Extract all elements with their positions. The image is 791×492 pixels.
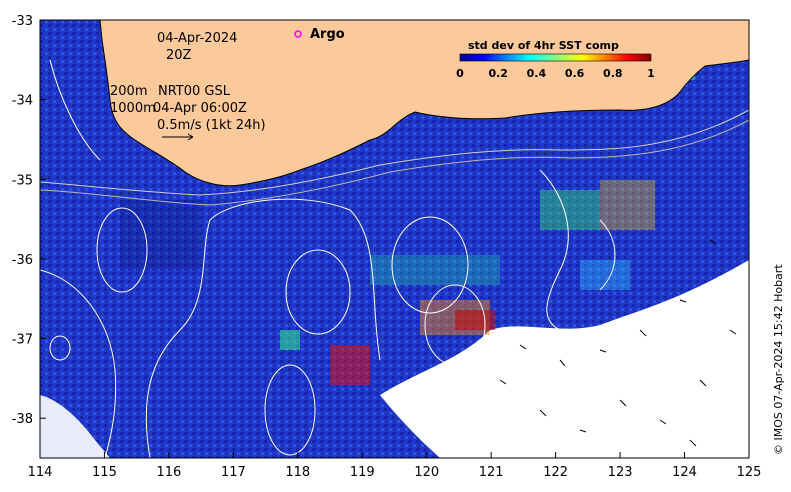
x-tick-label: 120 <box>414 465 439 480</box>
colorbar-ticks: 0 0.2 0.4 0.6 0.8 1 <box>456 67 655 80</box>
y-tick-label: -35 <box>12 173 33 188</box>
time-label: 20Z <box>166 48 192 63</box>
data-gap <box>380 260 749 458</box>
date-label: 04-Apr-2024 <box>157 31 237 46</box>
y-tick-label: -33 <box>12 14 33 29</box>
x-tick-label: 124 <box>672 465 697 480</box>
data-gap-west <box>40 395 110 458</box>
isobath-200m <box>40 109 749 196</box>
nrt-time-label: 04-Apr 06:00Z <box>153 101 247 116</box>
x-tick-label: 117 <box>221 465 246 480</box>
depth-label-200: 200m <box>110 84 147 99</box>
y-axis-ticks: -33 -34 -35 -36 -37 -38 <box>12 14 46 427</box>
credit-label: © IMOS 07-Apr-2024 15:42 Hobart <box>772 264 785 455</box>
depth-label-1000: 1000m <box>110 101 156 116</box>
x-tick-label: 118 <box>285 465 310 480</box>
x-tick-label: 115 <box>92 465 117 480</box>
scale-label: 0.5m/s (1kt 24h) <box>157 118 266 133</box>
y-tick-label: -38 <box>12 412 33 427</box>
isobath-1000m <box>40 119 749 206</box>
sst-hotspots <box>120 60 695 385</box>
x-axis-ticks: 114 115 116 117 118 119 120 121 122 123 124 125 <box>28 452 762 480</box>
colorbar-tick-label: 0.8 <box>603 67 623 80</box>
colorbar-tick-label: 0.4 <box>527 67 547 80</box>
argo-label: Argo <box>310 27 345 42</box>
map-area <box>40 20 749 458</box>
colorbar-tick-label: 0 <box>456 67 464 80</box>
colorbar-tick-label: 1 <box>647 67 655 80</box>
y-tick-label: -36 <box>12 253 33 268</box>
colorbar: std dev of 4hr SST comp 0 0.2 0.4 0.6 0.8 1 <box>456 39 655 80</box>
x-tick-label: 125 <box>737 465 762 480</box>
sea-level-contours <box>40 59 616 458</box>
x-tick-label: 116 <box>156 465 181 480</box>
map-frame <box>39 19 750 459</box>
colorbar-title: std dev of 4hr SST comp <box>468 39 619 52</box>
x-tick-label: 121 <box>479 465 504 480</box>
x-tick-label: 122 <box>543 465 568 480</box>
argo-marker[interactable] <box>294 30 302 38</box>
colorbar-tick-label: 0.2 <box>488 67 508 80</box>
scale-arrow <box>162 133 194 141</box>
current-vectors <box>499 239 737 447</box>
y-tick-label: -37 <box>12 333 33 348</box>
x-tick-label: 114 <box>28 465 53 480</box>
nrt-label: NRT00 GSL <box>158 84 231 99</box>
y-tick-label: -34 <box>12 94 33 109</box>
colorbar-gradient <box>459 53 652 62</box>
colorbar-tick-label: 0.6 <box>565 67 585 80</box>
australia-land <box>99 20 749 187</box>
x-tick-label: 119 <box>350 465 375 480</box>
x-tick-label: 123 <box>608 465 633 480</box>
